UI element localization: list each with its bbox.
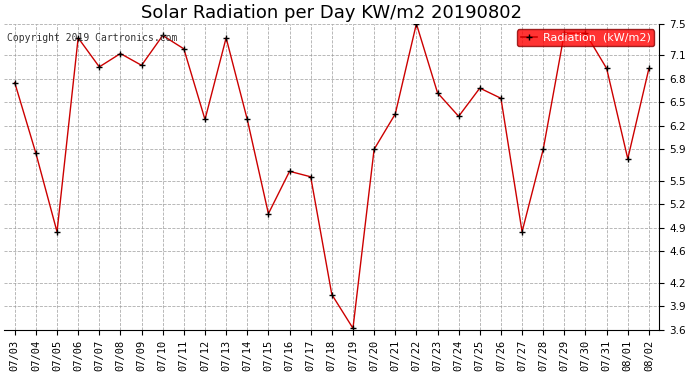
Text: Copyright 2019 Cartronics.com: Copyright 2019 Cartronics.com bbox=[8, 33, 178, 43]
Legend: Radiation  (kW/m2): Radiation (kW/m2) bbox=[518, 29, 654, 46]
Title: Solar Radiation per Day KW/m2 20190802: Solar Radiation per Day KW/m2 20190802 bbox=[141, 4, 522, 22]
